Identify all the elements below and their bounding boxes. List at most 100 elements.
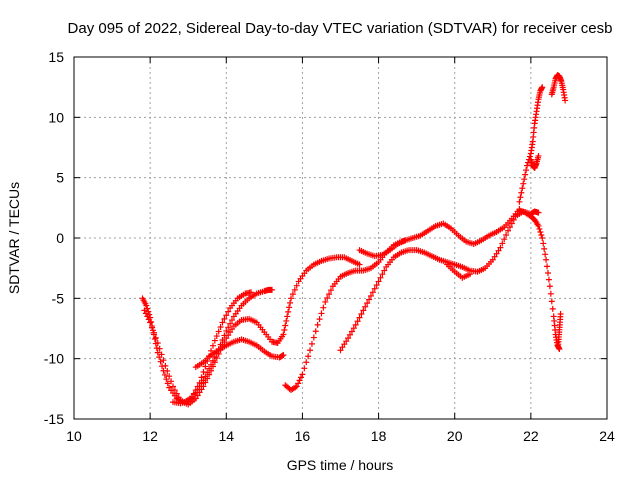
data-point: [143, 302, 150, 309]
data-point: [546, 283, 553, 290]
data-point: [375, 278, 382, 285]
data-point: [208, 361, 215, 368]
data-point: [221, 332, 228, 339]
data-point: [547, 290, 554, 297]
data-point: [285, 308, 292, 315]
data-point: [542, 251, 549, 258]
data-point: [521, 176, 528, 183]
data-point: [535, 222, 542, 229]
data-point: [537, 228, 544, 235]
series-track-c: [169, 286, 275, 407]
series-track-b: [141, 254, 363, 408]
data-point: [161, 371, 168, 378]
y-tick-label: -15: [44, 411, 64, 427]
data-point: [160, 357, 167, 364]
data-point: [356, 261, 363, 268]
data-point: [536, 225, 543, 232]
data-point: [352, 321, 359, 328]
data-point: [291, 286, 298, 293]
data-point: [279, 352, 286, 359]
data-point: [166, 373, 173, 380]
data-point: [360, 307, 367, 314]
series-track-h: [444, 261, 473, 281]
x-tick-labels: 10 12 14 16 18 20 22 24: [66, 428, 615, 444]
data-point: [223, 327, 230, 334]
data-point: [362, 303, 369, 310]
y-axis-label: SDTVAR / TECUs: [6, 182, 22, 294]
data-point: [367, 292, 374, 299]
data-point: [327, 287, 334, 294]
data-point: [516, 198, 523, 205]
data-point: [517, 194, 524, 201]
data-point: [194, 392, 201, 399]
data-point: [173, 390, 180, 397]
data-point: [217, 323, 224, 330]
data-point: [549, 305, 556, 312]
data-point: [535, 152, 542, 159]
data-point: [219, 319, 226, 326]
data-point: [301, 365, 308, 372]
data-point: [303, 359, 310, 366]
data-point: [142, 310, 149, 317]
data-point: [499, 240, 506, 247]
data-point: [341, 341, 348, 348]
chart-title: Day 095 of 2022, Sidereal Day-to-day VTE…: [68, 20, 613, 37]
data-point: [505, 227, 512, 234]
data-point: [227, 320, 234, 327]
data-point: [192, 395, 199, 402]
data-point: [153, 345, 160, 352]
data-point: [541, 245, 548, 252]
data-point: [194, 386, 201, 393]
data-point: [293, 383, 300, 390]
data-point: [225, 308, 232, 315]
data-point: [322, 298, 329, 305]
data-point: [544, 263, 551, 270]
data-point: [305, 353, 312, 360]
x-tick-label: 18: [371, 428, 387, 444]
data-point: [198, 380, 205, 387]
y-tick-label: 15: [48, 49, 64, 65]
data-point: [209, 357, 216, 364]
y-tick-label: -10: [44, 351, 64, 367]
data-point: [225, 324, 232, 331]
data-point: [491, 253, 498, 260]
data-point: [520, 180, 527, 187]
data-point: [298, 374, 305, 381]
x-axis-label: GPS time / hours: [287, 457, 394, 473]
data-point: [154, 349, 161, 356]
data-point: [538, 231, 545, 238]
data-point: [320, 304, 327, 311]
data-point: [282, 322, 289, 329]
x-tick-label: 22: [523, 428, 539, 444]
data-point: [206, 365, 213, 372]
data-point: [156, 345, 163, 352]
series-track-d: [192, 336, 287, 371]
data-point: [175, 394, 182, 401]
data-point: [283, 317, 290, 324]
x-tick-label: 16: [295, 428, 311, 444]
data-point: [164, 368, 171, 375]
data-point: [198, 374, 205, 381]
data-point: [337, 347, 344, 354]
data-points: [139, 72, 569, 408]
data-point: [556, 346, 563, 353]
data-point: [149, 324, 156, 331]
data-point: [281, 327, 288, 334]
data-point: [466, 271, 473, 278]
data-point: [204, 369, 211, 376]
data-point: [540, 240, 547, 247]
data-point: [369, 289, 376, 296]
data-point: [228, 326, 235, 333]
data-point: [202, 373, 209, 380]
data-point: [200, 377, 207, 384]
data-point: [228, 317, 235, 324]
data-point: [312, 328, 319, 335]
data-point: [379, 271, 386, 278]
data-point: [151, 336, 158, 343]
data-point: [169, 383, 176, 390]
series-track-e: [282, 237, 409, 394]
data-point: [326, 291, 333, 298]
data-point: [202, 363, 209, 370]
data-point: [544, 269, 551, 276]
series-track-m: [555, 311, 564, 348]
